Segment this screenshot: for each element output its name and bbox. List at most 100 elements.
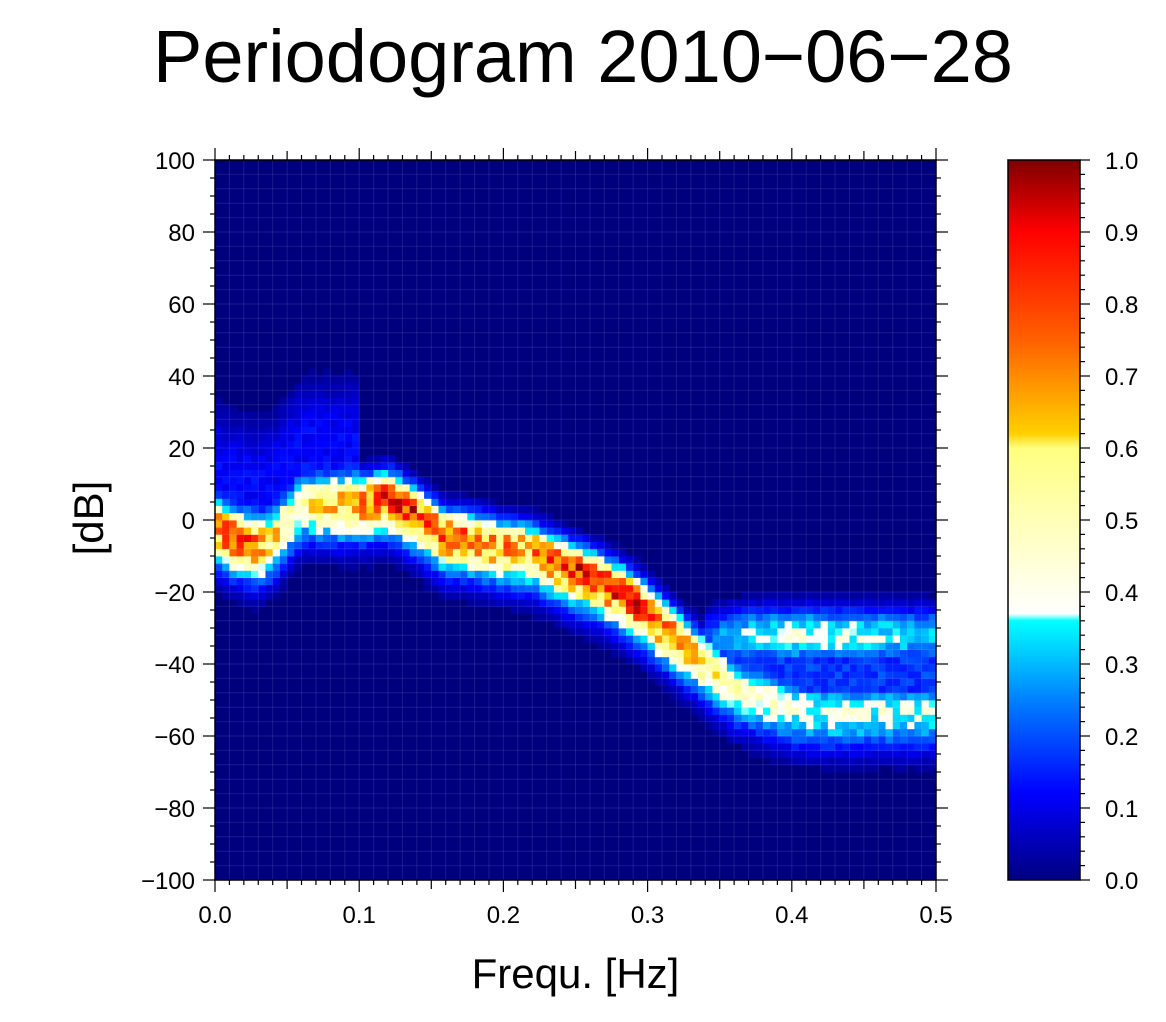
heatmap-cell [921,606,930,614]
heatmap-cell [899,736,908,744]
heatmap-cell [849,728,858,737]
heatmap-cell [871,678,879,686]
heatmap-cell [842,700,850,708]
heatmap-cell [755,613,764,622]
heatmap-cell [445,534,454,542]
heatmap-cell [813,599,822,607]
heatmap-cell [849,635,858,643]
heatmap-cell [308,376,317,384]
heatmap-cell [907,649,915,658]
heatmap-cell [726,714,735,722]
heatmap-cell [842,714,850,722]
heatmap-cell [460,491,468,499]
heatmap-cell [842,764,850,773]
heatmap-cell [582,548,591,557]
heatmap-cell [517,520,526,528]
heatmap-cell [315,469,324,478]
heatmap-cell [431,505,439,514]
heatmap-cell [445,556,454,564]
heatmap-cell [258,534,266,542]
heatmap-cell [899,757,908,766]
heatmap-cell [373,541,382,550]
heatmap-cell [287,426,295,434]
heatmap-cell [871,592,879,600]
heatmap-cell [791,700,800,708]
heatmap-cell [712,656,721,665]
heatmap-cell [301,440,310,449]
heatmap-cell [791,721,800,730]
heatmap-cell [351,548,360,557]
heatmap-cell [618,635,627,643]
heatmap-cell [892,750,901,758]
heatmap-cell [236,563,245,571]
heatmap-cell [741,649,749,658]
heatmap-cell [222,570,230,578]
heatmap-cell [755,606,764,614]
heatmap-cell [460,498,468,506]
heatmap-cell [856,721,865,730]
heatmap-cell [892,606,901,614]
heatmap-cell [503,577,512,586]
heatmap-cell [849,685,858,694]
heatmap-cell [301,556,310,564]
heatmap-cell [784,664,793,672]
heatmap-cell [287,390,295,398]
heatmap-cell [308,383,317,391]
heatmap-cell [517,505,526,514]
heatmap-cell [301,469,310,478]
heatmap-cell [229,592,238,600]
heatmap-cell [438,520,447,528]
heatmap-cell [806,613,814,622]
heatmap-cell [323,520,331,528]
heatmap-cell [251,534,259,542]
heatmap-cell [784,692,793,701]
heatmap-cell [849,606,858,614]
heatmap-cell [741,635,749,643]
heatmap-cell [892,685,901,694]
heatmap-cell [416,563,425,571]
heatmap-cell [777,628,785,636]
heatmap-cell [777,664,785,672]
heatmap-cell [777,714,785,722]
heatmap-cell [611,635,620,643]
heatmap-cell [272,505,281,514]
heatmap-cell [323,455,331,463]
heatmap-cell [806,757,814,766]
heatmap-cell [827,714,836,722]
heatmap-cell [438,548,447,557]
heatmap-cell [762,678,771,686]
heatmap-cell [272,476,281,485]
heatmap-cell [438,527,447,535]
heatmap-cell [373,498,382,506]
heatmap-cell [662,671,670,679]
heatmap-cell [395,476,403,485]
heatmap-cell [705,649,713,658]
heatmap-cell [863,664,872,672]
heatmap-cell [510,584,519,593]
heatmap-cell [467,556,475,564]
heatmap-cell [359,469,367,478]
heatmap-cell [294,534,302,542]
heatmap-cell [690,700,699,708]
heatmap-cell [719,685,728,694]
heatmap-cell [344,498,353,506]
heatmap-cell [215,541,223,550]
heatmap-cell [597,592,605,600]
heatmap-cell [359,476,367,485]
heatmap-cell [337,548,346,557]
heatmap-cell [243,469,252,478]
heatmap-cell [445,505,454,514]
heatmap-cell [416,498,425,506]
heatmap-cell [726,664,735,672]
heatmap-cell [597,541,605,550]
heatmap-cell [279,520,288,528]
heatmap-cell [690,707,699,715]
heatmap-cell [647,642,656,650]
heatmap-cell [604,642,612,650]
heatmap-cell [265,462,274,470]
heatmap-cell [243,534,252,542]
heatmap-cell [618,620,627,629]
heatmap-cell [525,548,533,557]
heatmap-cell [770,606,778,614]
heatmap-cell [835,764,843,773]
